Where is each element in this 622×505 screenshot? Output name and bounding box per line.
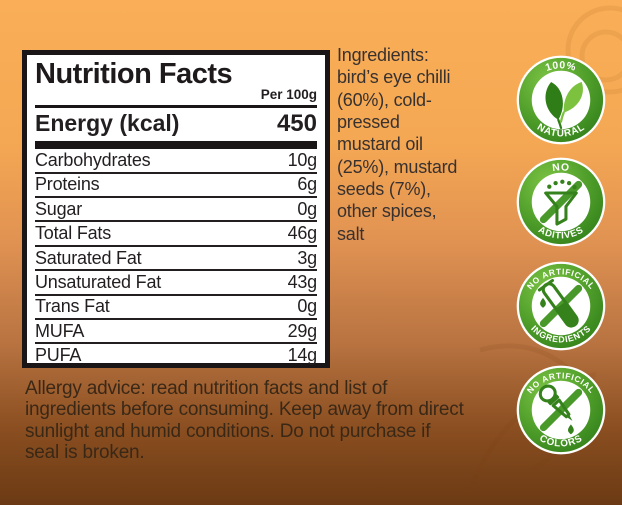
badge-no-additives: NO ADITIVES — [516, 157, 606, 247]
table-row: Sugar 0g — [35, 198, 317, 223]
prohibition-slash — [539, 388, 583, 432]
badge-bottom-text: ADITIVES — [536, 224, 585, 241]
badge-bottom-text: COLORS — [537, 433, 583, 450]
energy-label: Energy (kcal) — [35, 110, 180, 137]
badge-no-artificial-colors: NO ARTIFICIAL COLORS — [516, 365, 606, 455]
nutrient-value: 29g — [287, 320, 318, 341]
svg-text:NATURAL: NATURAL — [535, 122, 587, 140]
table-row: PUFA 14g — [35, 344, 317, 366]
nutrient-label: Unsaturated Fat — [35, 271, 162, 292]
divider-thin — [35, 105, 317, 109]
nutrient-value: 6g — [297, 174, 317, 195]
nutrient-value: 46g — [287, 223, 318, 244]
nutrient-label: Proteins — [35, 174, 100, 195]
leaves-icon — [545, 82, 583, 130]
drop-icon — [568, 424, 574, 435]
nutrient-label: Sugar — [35, 198, 83, 219]
nutrient-value: 0g — [297, 198, 317, 219]
nutrient-label: Total Fats — [35, 223, 112, 244]
svg-text:COLORS: COLORS — [537, 433, 584, 450]
nutrient-label: Saturated Fat — [35, 247, 142, 268]
nutrient-value: 0g — [297, 296, 317, 317]
nutrient-label: MUFA — [35, 320, 85, 341]
serving-size: Per 100g — [260, 87, 317, 103]
badge-100-natural: 100% NATURAL — [516, 55, 606, 145]
no-additives-funnel-icon — [544, 179, 578, 226]
table-row: Saturated Fat 3g — [35, 247, 317, 272]
no-colors-dropper-icon — [538, 384, 573, 421]
svg-text:ADITIVES: ADITIVES — [536, 224, 586, 241]
table-row: Total Fats 46g — [35, 222, 318, 247]
divider-thick — [35, 141, 317, 150]
nutrient-label: Carbohydrates — [35, 150, 151, 170]
drop-icon — [540, 297, 546, 308]
badge-top-text: 100% — [544, 60, 577, 74]
badge-bottom-text: NATURAL — [535, 122, 586, 140]
energy-value: 450 — [276, 110, 317, 138]
nutrient-table: Carbohydrates 10g Proteins 6g Sugar 0g T… — [35, 149, 317, 367]
table-row: Unsaturated Fat 43g — [35, 271, 318, 296]
energy-row: Energy (kcal) 450 — [35, 108, 317, 141]
table-row: MUFA 29g — [35, 320, 318, 345]
allergy-advice-text: Allergy advice: read nutrition facts and… — [25, 378, 464, 464]
badge-no-artificial-ingredients: NO ARTIFICIAL INGREDIENTS — [516, 261, 606, 351]
svg-text:100%: 100% — [544, 60, 577, 74]
table-row: Carbohydrates 10g — [35, 149, 318, 174]
nutrient-label: PUFA — [35, 345, 82, 366]
nutrient-value: 3g — [297, 247, 317, 268]
prohibition-slash — [539, 180, 583, 224]
nutrient-label: Trans Fat — [35, 296, 110, 317]
nutrient-value: 14g — [287, 345, 318, 366]
nutrient-value: 43g — [287, 271, 318, 292]
no-artificial-test-tube-icon — [537, 278, 579, 328]
panel-title: Nutrition Facts — [35, 58, 233, 90]
table-row: Trans Fat 0g — [35, 296, 317, 321]
nutrient-value: 10g — [287, 150, 318, 170]
nutrition-facts-panel: Nutrition Facts Per 100g Energy (kcal) 4… — [22, 50, 330, 368]
ingredients-text: Ingredients: bird’s eye chilli (60%), co… — [337, 45, 458, 244]
table-row: Proteins 6g — [35, 174, 317, 199]
